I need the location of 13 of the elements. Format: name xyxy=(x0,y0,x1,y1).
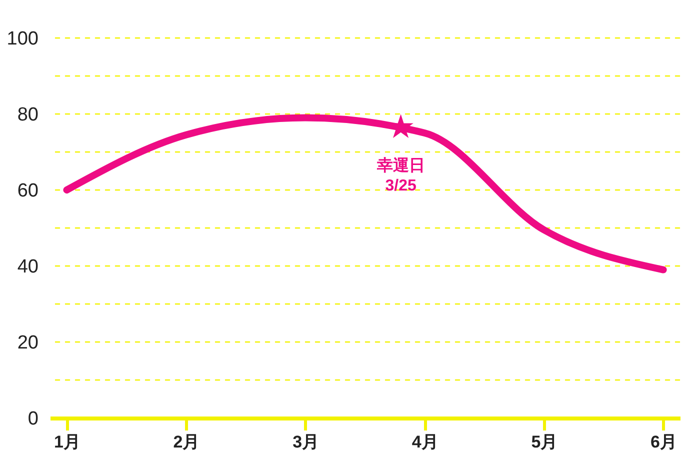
x-tick-label: 2月 xyxy=(173,432,200,452)
annotation: 幸運日 3/25 xyxy=(376,156,425,194)
x-tick-label: 3月 xyxy=(292,432,320,452)
x-tick-label: 5月 xyxy=(531,432,558,452)
x-tick-label: 1月 xyxy=(54,432,80,452)
y-tick-label: 100 xyxy=(6,28,38,50)
y-tick-label: 0 xyxy=(28,408,38,430)
y-tick-label: 20 xyxy=(17,332,38,354)
x-tick-label: 6月 xyxy=(650,432,678,452)
y-tick-label: 80 xyxy=(17,104,38,126)
y-tick-label: 60 xyxy=(17,180,38,202)
x-tick-label: 4月 xyxy=(412,432,438,452)
y-tick-label: 40 xyxy=(17,256,38,278)
